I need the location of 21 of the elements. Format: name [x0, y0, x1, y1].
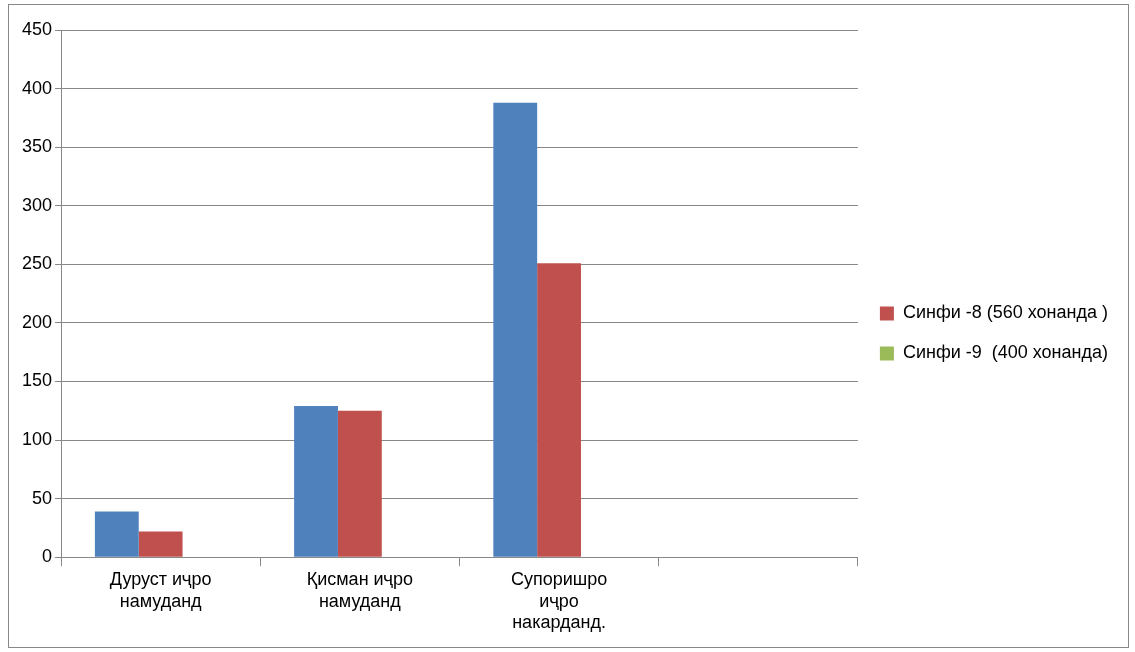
y-tick-label: 0 [42, 546, 53, 567]
bar [337, 410, 382, 557]
y-tick-label: 350 [21, 136, 53, 157]
y-tick-label: 200 [21, 311, 53, 332]
x-tick-label: Дуруст иҷро намуданд [109, 568, 212, 611]
y-tick-label: 400 [21, 77, 53, 98]
bar [493, 102, 538, 557]
y-tick-label: 150 [21, 370, 53, 391]
bar [294, 406, 338, 557]
bar [537, 263, 581, 557]
y-tick-label: 50 [32, 487, 53, 508]
y-tick-label: 250 [21, 253, 53, 274]
y-tick-label: 300 [21, 194, 53, 215]
legend-label: Синфи -8 (560 хонанда ) [902, 302, 1109, 323]
bar [138, 531, 183, 557]
x-tick-label: Супоришро иҷро накарданд. [510, 568, 608, 633]
bar [94, 511, 139, 557]
legend-label: Синфи -9 (400 хонанда) [902, 342, 1109, 363]
y-tick-label: 450 [21, 18, 53, 39]
x-tick-label: Қисман иҷро намуданд [306, 568, 414, 611]
y-tick-label: 100 [21, 429, 53, 450]
